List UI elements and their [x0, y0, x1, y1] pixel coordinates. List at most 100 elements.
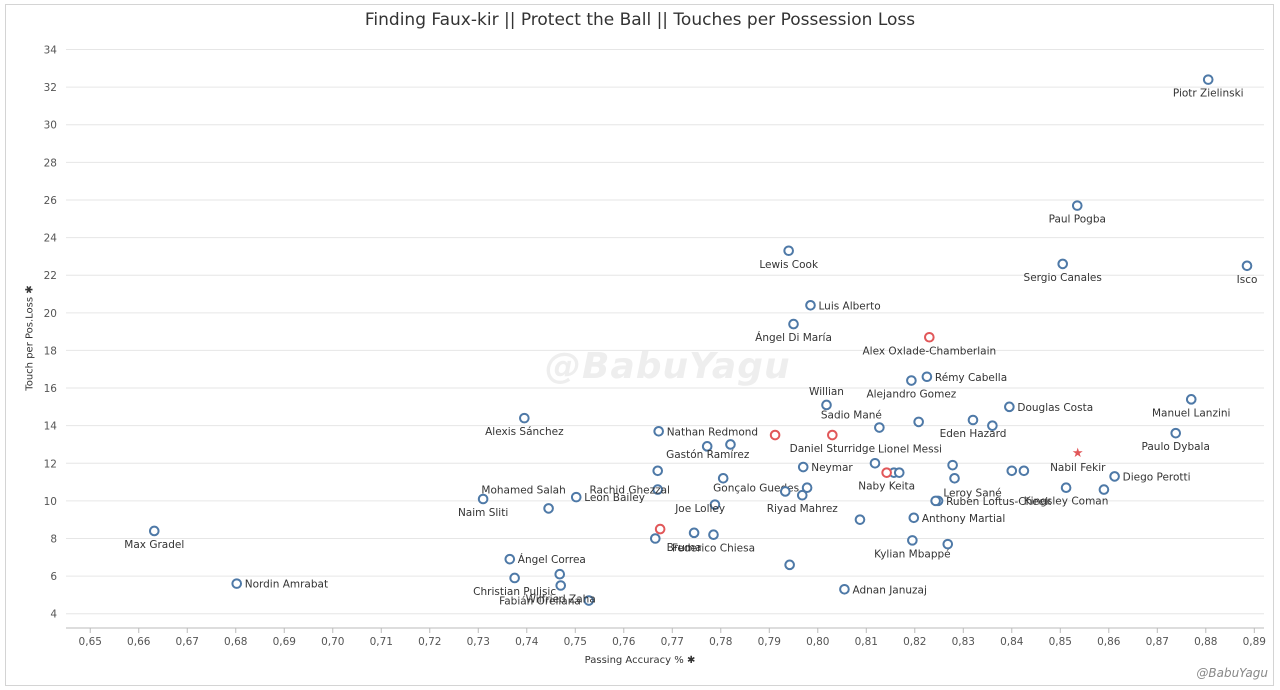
x-tick-label: 0,76	[612, 636, 636, 648]
data-point	[701, 441, 713, 452]
y-tick-label: 6	[50, 571, 57, 583]
data-point	[654, 523, 666, 535]
point-label: Gonçalo Guedes	[713, 483, 799, 495]
data-point	[769, 429, 781, 441]
point-label: Gastón Ramírez	[666, 449, 750, 461]
data-point	[543, 503, 554, 514]
data-point	[907, 535, 918, 546]
point-label: Ruben Loftus-Cheek	[946, 496, 1052, 508]
point-label: Bruma	[667, 542, 702, 554]
data-point	[652, 465, 664, 477]
x-tick-label: 0,79	[758, 636, 781, 648]
data-point	[1071, 200, 1083, 211]
y-tick-label: 24	[44, 233, 58, 245]
data-point	[801, 482, 813, 494]
point-label: Riyad Mahrez	[767, 503, 839, 515]
point-label: Sadio Mané	[821, 410, 882, 422]
x-tick-label: 0,83	[952, 636, 975, 648]
data-point	[967, 414, 979, 426]
point-label: Piotr Zielinski	[1173, 88, 1244, 100]
x-tick-label: 0,86	[1097, 636, 1121, 648]
data-point	[570, 491, 582, 503]
point-label: Luis Alberto	[819, 300, 881, 312]
x-tick-label: 0,82	[903, 636, 926, 648]
point-label: Naim Sliti	[458, 507, 508, 519]
star-point: ★	[1072, 446, 1084, 461]
data-point	[709, 499, 721, 510]
data-point	[231, 578, 243, 589]
x-tick-label: 0,65	[79, 636, 102, 648]
data-point	[921, 371, 933, 383]
data-point	[1185, 394, 1197, 405]
point-label: Ángel Correa	[518, 553, 586, 566]
y-tick-label: 26	[44, 195, 58, 207]
data-point	[930, 495, 941, 507]
y-axis-label: Touch per Pos.Loss ✱	[24, 285, 36, 391]
y-tick-label: 32	[44, 82, 57, 94]
point-label: Anthony Martial	[922, 513, 1005, 525]
point-label: Wilfried Zaha	[526, 594, 596, 606]
point-label: Kingsley Coman	[1024, 496, 1109, 508]
point-label: Douglas Costa	[1017, 402, 1093, 414]
x-tick-label: 0,72	[418, 636, 441, 648]
point-label: Nordin Amrabat	[245, 579, 328, 591]
y-tick-label: 8	[50, 533, 57, 545]
data-point	[913, 416, 924, 428]
point-label: Ángel Di María	[755, 331, 832, 344]
data-point	[509, 572, 520, 584]
x-tick-label: 0,69	[273, 636, 296, 648]
point-label: Naby Keita	[858, 481, 915, 493]
point-label: Mohamed Salah	[481, 484, 565, 496]
y-tick-label: 28	[44, 157, 57, 169]
x-tick-label: 0,66	[127, 636, 151, 648]
data-point	[796, 489, 808, 501]
data-point	[1018, 465, 1030, 477]
data-point	[148, 525, 160, 537]
credit-text: @BabuYagu	[1196, 666, 1268, 680]
data-point	[555, 580, 567, 591]
data-point	[827, 429, 838, 441]
x-tick-label: 0,84	[1000, 636, 1024, 648]
point-label: Willian	[809, 386, 844, 398]
data-point	[717, 473, 729, 484]
data-point	[784, 559, 795, 571]
data-point	[788, 318, 799, 330]
data-point	[1006, 465, 1018, 477]
data-point	[649, 533, 661, 544]
point-label: Rachid Ghezzal	[589, 485, 669, 497]
data-point	[906, 375, 917, 386]
x-tick-label: 0,80	[806, 636, 829, 648]
point-label: Neymar	[811, 462, 853, 474]
x-tick-label: 0,71	[370, 636, 393, 648]
x-tick-label: 0,74	[515, 636, 539, 648]
data-point	[942, 538, 954, 550]
data-point	[779, 486, 791, 497]
y-tick-label: 12	[44, 458, 57, 470]
x-tick-label: 0,77	[661, 636, 684, 648]
data-point	[797, 461, 809, 473]
data-point	[908, 512, 920, 524]
point-label: Daniel Sturridge	[790, 443, 875, 455]
y-tick-label: 20	[44, 308, 57, 320]
data-point	[583, 595, 595, 606]
pin-icon: ✱	[686, 655, 696, 666]
point-label: Paul Pogba	[1049, 214, 1106, 226]
data-point	[805, 299, 816, 311]
point-label: Nathan Redmond	[667, 426, 758, 438]
point-label: Manuel Lanzini	[1152, 407, 1230, 419]
point-label: Paulo Dybala	[1142, 441, 1210, 453]
point-label: Sergio Canales	[1024, 272, 1102, 284]
point-label: Nabil Fekir	[1050, 462, 1106, 474]
point-label: Diego Perotti	[1123, 471, 1191, 483]
point-label: Leon Bailey	[584, 492, 645, 504]
data-point	[653, 425, 664, 437]
chart-frame	[5, 4, 1274, 686]
point-label: Leroy Sané	[943, 487, 1001, 499]
data-point	[821, 399, 832, 411]
chart-title: Finding Faux-kir || Protect the Ball || …	[364, 10, 916, 30]
x-tick-label: 0,88	[1194, 636, 1217, 648]
x-tick-label: 0,78	[709, 636, 732, 648]
x-tick-label: 0,75	[564, 636, 587, 648]
x-tick-label: 0,70	[321, 636, 344, 648]
